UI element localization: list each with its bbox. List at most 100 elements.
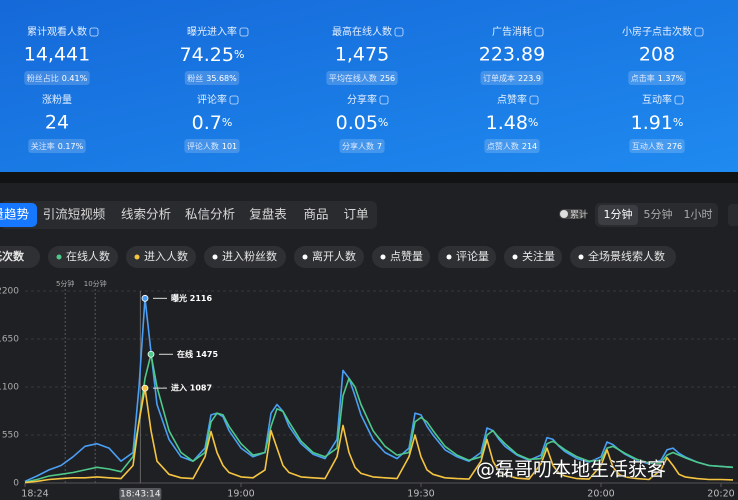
metric-value: 74.25% — [180, 44, 245, 66]
metric-chip[interactable] — [126, 246, 196, 268]
metric-chip[interactable] — [204, 246, 286, 268]
metric-chip[interactable] — [372, 246, 430, 268]
interval-selected — [598, 205, 638, 225]
chip-label: 全场景线索人数 — [588, 249, 665, 263]
metric-sub: 点击率 1.37% — [631, 73, 684, 83]
tab-bar — [0, 201, 377, 229]
metric-label: 小房子点击次数 — [622, 25, 692, 38]
metric-sub-value: 0.41% — [62, 74, 88, 83]
metric-value: 1.91% — [631, 112, 684, 134]
annotation: 进入 1087 — [171, 383, 212, 393]
chip-dot — [56, 254, 62, 260]
tab[interactable]: 商品 — [303, 207, 328, 222]
chip-label: 曝光次数 — [0, 249, 25, 263]
metric-sub-value: 35.68% — [206, 74, 237, 83]
info-icon — [674, 95, 684, 105]
metric-sub: 点赞人数 214 — [487, 141, 537, 151]
time-marker-label: 5分钟 — [56, 279, 74, 288]
y-tick-label: 0 — [13, 479, 19, 489]
y-tick-label: 550 — [2, 431, 19, 441]
metric-sub-pill — [326, 71, 398, 85]
active-tab — [0, 203, 37, 227]
series-line — [24, 353, 734, 483]
series-line — [24, 387, 734, 484]
chip-dot — [380, 254, 386, 260]
info-icon — [89, 27, 99, 37]
metric-chip[interactable] — [48, 246, 118, 268]
metric-sub: 平均在线人数 256 — [329, 73, 395, 83]
chip-dot — [512, 254, 518, 260]
metric-label: 曝光进入率 — [187, 25, 237, 38]
metric-value: 208 — [639, 44, 675, 66]
info-icon — [229, 95, 239, 105]
metric-label: 最高在线人数 — [332, 25, 392, 38]
chip-dot — [134, 254, 140, 260]
metric-sub-value: 256 — [380, 74, 395, 83]
menu-button[interactable] — [728, 204, 738, 226]
metric-sub-pill — [484, 139, 540, 153]
metric-label: 累计观看人数 — [27, 25, 87, 38]
metric-label: 分享率 — [347, 93, 377, 106]
chip-dot — [212, 254, 218, 260]
interval-option[interactable]: 1小时 — [684, 208, 713, 221]
annotation: 曝光 2116 — [171, 293, 212, 303]
metric-chip[interactable] — [504, 246, 562, 268]
metric-chip[interactable] — [0, 246, 40, 268]
metric-sub-label: 平均在线人数 — [329, 73, 377, 83]
info-icon — [694, 27, 704, 37]
metric-sub-label: 关注率 — [31, 141, 55, 151]
info-icon — [534, 27, 544, 37]
metric-sub-pill — [28, 139, 86, 153]
interval-option[interactable]: 1分钟 — [604, 207, 633, 221]
tab[interactable]: 流量趋势 — [0, 207, 29, 222]
y-tick-label: 1100 — [0, 383, 19, 393]
metric-sub: 分享人数 7 — [342, 141, 382, 151]
metric-sub: 订单成本 223.9 — [483, 73, 541, 83]
annotation: 在线 1475 — [177, 349, 218, 359]
metric-label: 评论率 — [197, 93, 227, 106]
metric-sub-value: 223.9 — [518, 74, 541, 83]
interval-option[interactable]: 5分钟 — [644, 207, 673, 221]
y-tick-label: 2200 — [0, 287, 19, 297]
metric-value: 223.89 — [479, 44, 545, 66]
x-tick-label: 20:00 — [587, 489, 614, 500]
metric-sub-label: 点击率 — [631, 73, 655, 83]
chip-label: 在线人数 — [66, 249, 110, 263]
metric-chip[interactable] — [438, 246, 496, 268]
tab[interactable]: 引流短视频 — [43, 207, 106, 222]
metric-chip[interactable] — [570, 246, 676, 268]
metric-sub-label: 互动人数 — [632, 141, 664, 151]
time-marker-label: 10分钟 — [84, 279, 107, 288]
tab[interactable]: 线索分析 — [121, 207, 171, 222]
metric-sub-value: 1.37% — [658, 74, 684, 83]
chip-label: 进入人数 — [144, 250, 188, 263]
metric-sub: 评论人数 101 — [187, 141, 237, 151]
toggle-label: 累计 — [570, 209, 588, 221]
tab[interactable]: 复盘表 — [249, 207, 287, 222]
info-icon — [394, 27, 404, 37]
content: 累计观看人数 14,441 粉丝占比 0.41% 曝光进入率 74.25% 粉丝 35.68%… — [0, 25, 738, 500]
x-tick-label: 20:20 — [707, 489, 734, 500]
metrics-panel — [0, 0, 738, 172]
metric-value: 0.7% — [192, 112, 233, 134]
metric-label: 互动率 — [642, 93, 672, 106]
cursor-label-box — [119, 488, 162, 500]
chip-label: 关注量 — [522, 249, 555, 263]
metric-value: 14,441 — [24, 44, 90, 66]
metric-sub-label: 分享人数 — [342, 141, 374, 151]
chip-dot — [578, 254, 584, 260]
metric-sub-value: 101 — [222, 142, 237, 151]
cursor-label: 18:43:14 — [120, 490, 161, 500]
watermark: @磊哥叨本地生活获客 — [476, 459, 666, 481]
metric-label: 广告消耗 — [492, 25, 532, 38]
x-tick-label: 19:30 — [407, 489, 434, 500]
tab[interactable]: 订单 — [343, 207, 368, 222]
series-line — [24, 297, 734, 483]
tab[interactable]: 私信分析 — [185, 207, 235, 222]
chip-label: 进入粉丝数 — [222, 250, 277, 263]
metric-sub-value: 0.17% — [58, 142, 84, 151]
y-tick-label: 1650 — [0, 335, 19, 345]
metric-chip[interactable] — [294, 246, 364, 268]
